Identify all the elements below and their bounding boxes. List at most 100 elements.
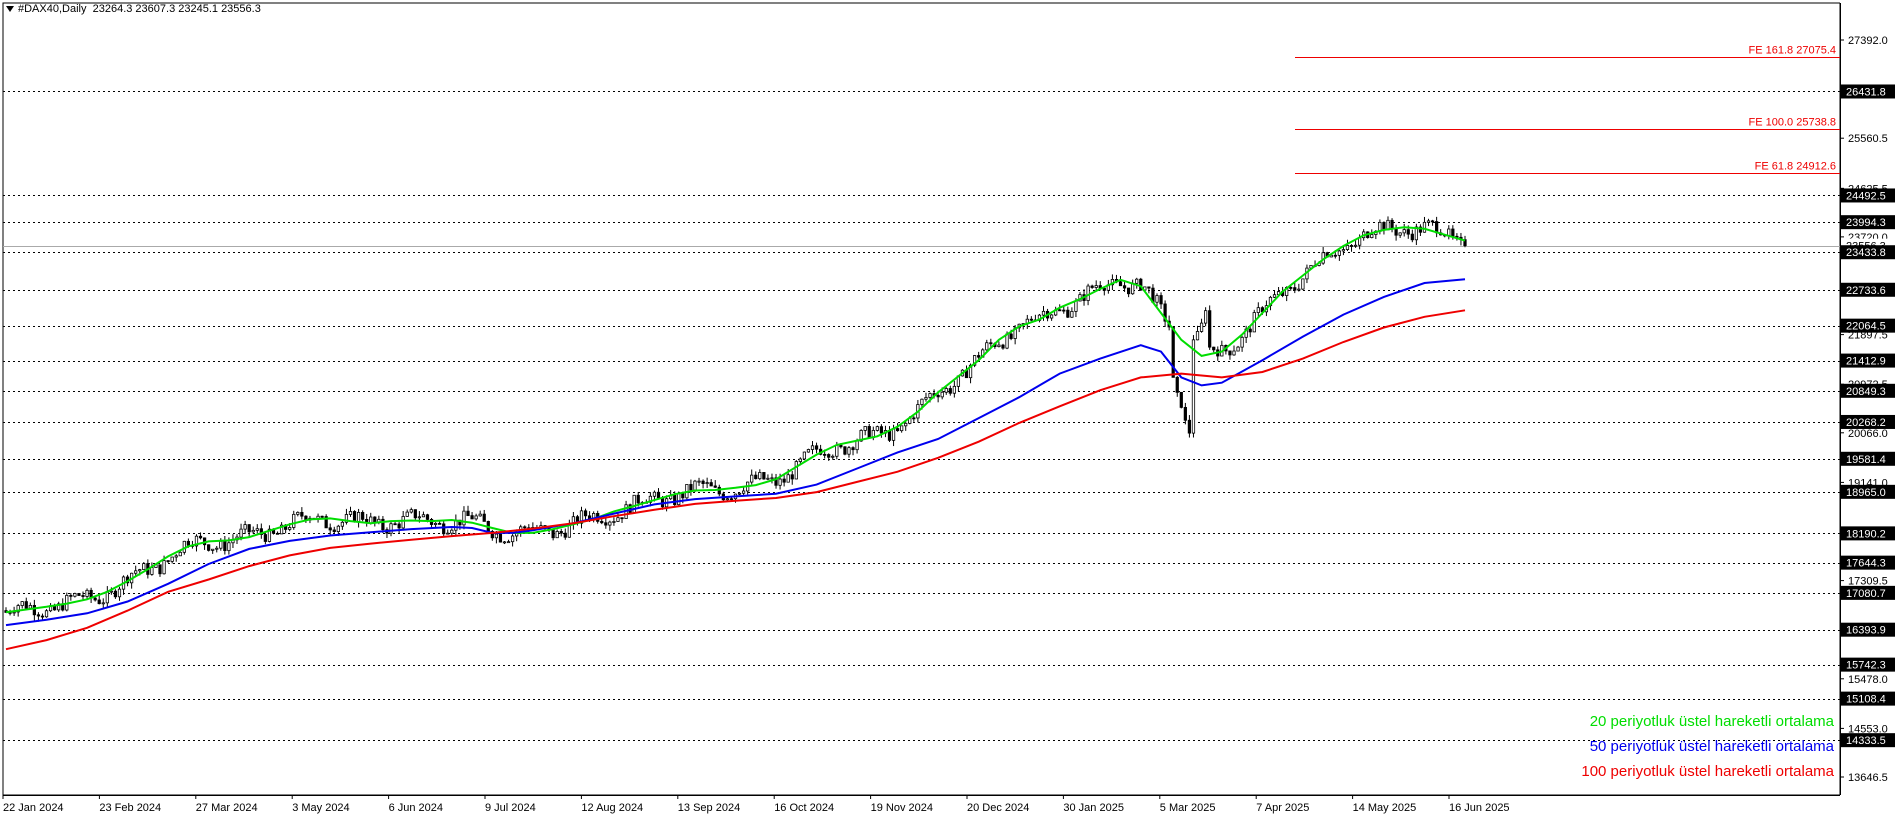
candle — [1321, 246, 1325, 265]
candle — [1131, 279, 1135, 295]
candle — [259, 523, 263, 539]
price-label-box — [1841, 215, 1895, 230]
candle — [1195, 325, 1200, 341]
candle-body — [421, 514, 426, 518]
time-axis[interactable]: 22 Jan 2024 23 Feb 2024 27 Mar 2024 3 May 2… — [2, 795, 1840, 814]
candle-body — [1390, 219, 1394, 230]
candle-body — [381, 518, 385, 531]
candle-body — [948, 388, 952, 394]
candle — [1163, 300, 1167, 328]
grid-lines — [2, 2, 1841, 796]
candle-body — [1155, 295, 1159, 303]
time-tick-label: 7 Apr 2025 — [1256, 802, 1309, 814]
candle — [482, 509, 486, 522]
candle — [924, 392, 928, 402]
candle-body — [1430, 220, 1435, 223]
price-label: 17080.7 — [1846, 588, 1886, 600]
candle — [1212, 346, 1216, 353]
candle-body — [555, 531, 559, 539]
candle — [324, 514, 328, 529]
candle — [794, 459, 798, 480]
candle-body — [620, 517, 624, 520]
price-label-box — [1841, 353, 1895, 368]
candle — [758, 469, 762, 481]
ema-line-100 — [5, 309, 1466, 651]
candle — [263, 532, 267, 545]
candle-body — [1041, 310, 1046, 316]
price-label: 15742.3 — [1846, 660, 1886, 672]
legend-entry: 20 periyotluk üstel hareketli ortalama — [1590, 713, 1835, 730]
candle — [130, 572, 134, 589]
candle — [166, 560, 170, 564]
candle-body — [438, 522, 442, 525]
candle-body — [741, 490, 746, 494]
candle-body — [1402, 229, 1406, 234]
candle — [831, 454, 835, 460]
candle-body — [279, 524, 284, 535]
candle-body — [1094, 285, 1098, 288]
candle — [608, 520, 612, 531]
candle-body — [705, 482, 709, 484]
price-tick-label: 20066.0 — [1848, 428, 1888, 440]
candle — [1256, 302, 1260, 318]
candle-body — [863, 426, 867, 431]
candle — [887, 426, 892, 442]
candle — [571, 511, 576, 530]
collapse-triangle-icon[interactable] — [6, 6, 14, 13]
candle — [113, 589, 118, 599]
candle-body — [839, 444, 843, 448]
candle-body — [689, 484, 693, 491]
candle-body — [324, 516, 328, 529]
candle — [579, 506, 584, 529]
candle-body — [859, 430, 863, 442]
candle-body — [1382, 221, 1386, 231]
fib-level-label: FE 61.8 24912.6 — [1755, 161, 1836, 173]
price-label: 23433.8 — [1846, 247, 1886, 259]
candle-body — [559, 531, 563, 534]
candle — [1293, 282, 1297, 294]
candle — [304, 515, 308, 523]
price-label-box — [1841, 414, 1895, 429]
candle-body — [81, 595, 85, 597]
candle-body — [1353, 244, 1358, 247]
candle — [904, 421, 908, 431]
candle — [1191, 335, 1196, 438]
candle — [1418, 224, 1423, 237]
candle-body — [790, 474, 794, 480]
candle — [583, 508, 588, 521]
candle — [194, 534, 199, 552]
candle-body — [697, 480, 701, 483]
time-tick-label: 20 Dec 2024 — [967, 802, 1029, 814]
candle — [912, 416, 916, 422]
candle-body — [223, 540, 227, 552]
candle — [762, 472, 766, 480]
candle — [231, 534, 235, 549]
candle-body — [604, 522, 608, 526]
candle-body — [247, 524, 251, 533]
candle — [24, 597, 28, 610]
candle — [1147, 286, 1151, 294]
candle-body — [656, 491, 661, 499]
price-axis[interactable]: 27392.026431.825560.524625.524492.523994… — [1840, 0, 1896, 820]
moving-averages — [5, 226, 1466, 651]
time-tick-label: 6 Jun 2024 — [389, 802, 443, 814]
candle-body — [162, 560, 166, 575]
candle — [1127, 287, 1131, 298]
candle — [1208, 305, 1212, 350]
candle — [851, 446, 855, 456]
candle — [121, 575, 126, 595]
candle-body — [673, 494, 677, 506]
candle-body — [1187, 419, 1192, 434]
price-tick-label: 21897.5 — [1848, 330, 1888, 342]
candlesticks — [4, 216, 1467, 622]
price-label-box — [1841, 318, 1895, 333]
candle-body — [134, 570, 138, 574]
candle-body — [523, 526, 527, 529]
legend-entry: 50 periyotluk üstel hareketli ortalama — [1590, 738, 1835, 755]
candle-body — [389, 523, 393, 534]
candle — [409, 507, 413, 514]
candle — [385, 527, 389, 538]
candle-body — [150, 567, 154, 575]
candle-body — [551, 529, 555, 539]
